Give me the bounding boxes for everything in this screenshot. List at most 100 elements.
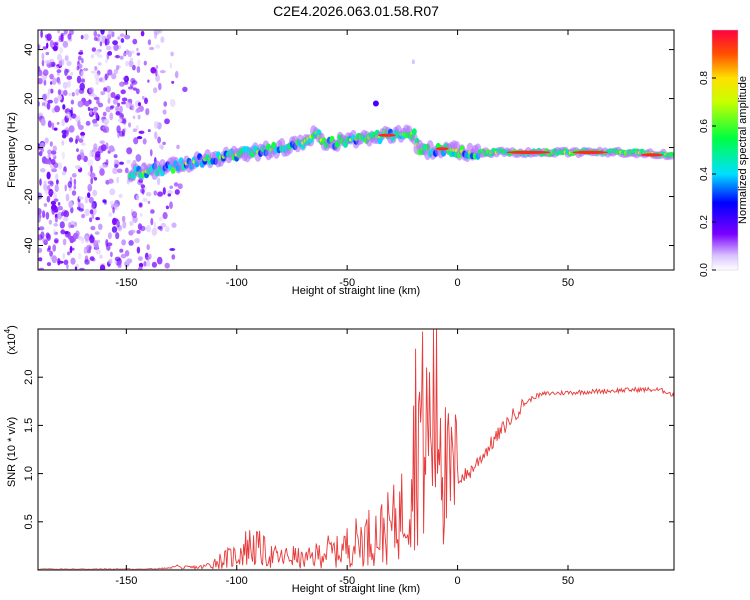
noise-speckle <box>169 185 174 189</box>
snr-xtick-label: 0 <box>455 575 461 587</box>
noise-speckle <box>114 260 118 265</box>
noise-speckle <box>94 49 101 56</box>
noise-speckle <box>126 147 133 155</box>
noise-speckle <box>114 163 119 169</box>
noise-speckle <box>117 102 121 107</box>
noise-speckle <box>143 261 147 267</box>
colorbar-tick-label: 0.8 <box>699 71 710 85</box>
noise-speckle <box>107 51 113 56</box>
noise-speckle <box>42 238 48 244</box>
noise-speckle <box>40 231 45 240</box>
noise-speckle <box>63 166 67 174</box>
noise-speckle <box>78 138 84 143</box>
noise-speckle <box>113 69 118 75</box>
noise-speckle <box>70 220 75 225</box>
noise-speckle <box>121 97 128 102</box>
spectrogram-ytick-label-group: -40 <box>23 238 35 254</box>
spectrogram-ytick-label-group: 40 <box>23 43 35 55</box>
noise-speckle <box>86 244 92 251</box>
noise-speckle <box>93 177 98 181</box>
spectrogram-ytick-label: -40 <box>23 238 35 254</box>
noise-speckle <box>90 225 96 231</box>
noise-speckle <box>53 127 58 131</box>
noise-speckle <box>113 154 118 159</box>
snr-xtick-label: -50 <box>339 575 355 587</box>
noise-speckle <box>157 226 162 230</box>
noise-speckle <box>89 172 96 179</box>
noise-speckle <box>136 47 139 52</box>
noise-speckle <box>114 95 120 100</box>
noise-speckle <box>99 41 103 47</box>
noise-speckle <box>38 112 44 116</box>
noise-speckle <box>41 102 46 107</box>
noise-speckle <box>95 78 100 86</box>
noise-speckle <box>42 69 49 76</box>
noise-speckle <box>115 232 120 240</box>
noise-speckle <box>137 114 141 120</box>
spectrogram-frame <box>37 29 675 271</box>
noise-speckle <box>64 184 67 192</box>
noise-speckle <box>111 73 117 80</box>
noise-speckle <box>124 167 129 174</box>
noise-speckle <box>104 59 108 63</box>
noise-speckle <box>118 193 123 198</box>
noise-speckle <box>144 97 148 105</box>
noise-speckle <box>136 66 141 73</box>
noise-speckle <box>127 86 134 90</box>
colorbar-border <box>711 29 739 271</box>
noise-speckle <box>95 112 99 119</box>
noise-speckle <box>136 136 143 140</box>
noise-speckle <box>126 258 133 264</box>
noise-speckle <box>108 178 114 184</box>
noise-speckle <box>136 229 141 234</box>
snr-line <box>38 329 674 570</box>
noise-speckle <box>89 209 94 215</box>
noise-speckle <box>169 201 173 209</box>
noise-speckle <box>38 66 41 73</box>
noise-speckle <box>53 223 58 227</box>
noise-speckle <box>145 191 152 197</box>
snr-multiplier-base: (x10 <box>6 333 18 354</box>
noise-speckle <box>59 46 63 54</box>
noise-speckle <box>76 75 82 84</box>
noise-speckle <box>93 123 99 127</box>
noise-speckle <box>42 93 47 101</box>
noise-speckle <box>75 165 81 170</box>
noise-speckle <box>151 227 158 236</box>
noise-speckle <box>80 131 86 137</box>
noise-speckle <box>132 38 138 45</box>
noise-speckle <box>155 44 161 49</box>
noise-speckle <box>71 173 77 178</box>
ridge-max <box>640 153 663 157</box>
noise-speckle <box>170 51 174 57</box>
noise-speckle <box>119 161 124 165</box>
noise-speckle <box>123 52 127 57</box>
noise-speckle <box>45 232 50 239</box>
noise-speckle <box>97 54 103 58</box>
noise-speckle <box>49 40 54 48</box>
noise-speckle <box>134 238 140 244</box>
noise-speckle <box>47 149 52 155</box>
noise-speckle <box>38 216 41 223</box>
noise-speckle <box>103 87 107 92</box>
noise-speckle <box>62 81 68 89</box>
snr-xtick-label: -100 <box>226 575 248 587</box>
noise-speckle <box>115 105 120 112</box>
noise-speckle <box>99 77 103 82</box>
noise-speckle <box>48 190 54 195</box>
noise-speckle <box>62 252 66 259</box>
noise-speckle <box>162 212 168 220</box>
noise-speckle <box>116 125 121 134</box>
noise-speckle <box>112 206 115 214</box>
noise-speckle <box>124 250 130 257</box>
noise-speckle <box>48 219 53 225</box>
noise-speckle <box>89 235 95 244</box>
noise-speckle <box>91 202 95 209</box>
noise-speckle <box>68 92 71 97</box>
spectrogram-ytick-label: 40 <box>23 43 35 55</box>
noise-speckle <box>88 196 94 204</box>
noise-speckle <box>74 221 77 227</box>
noise-speckle <box>87 183 93 192</box>
noise-speckle <box>91 47 97 52</box>
